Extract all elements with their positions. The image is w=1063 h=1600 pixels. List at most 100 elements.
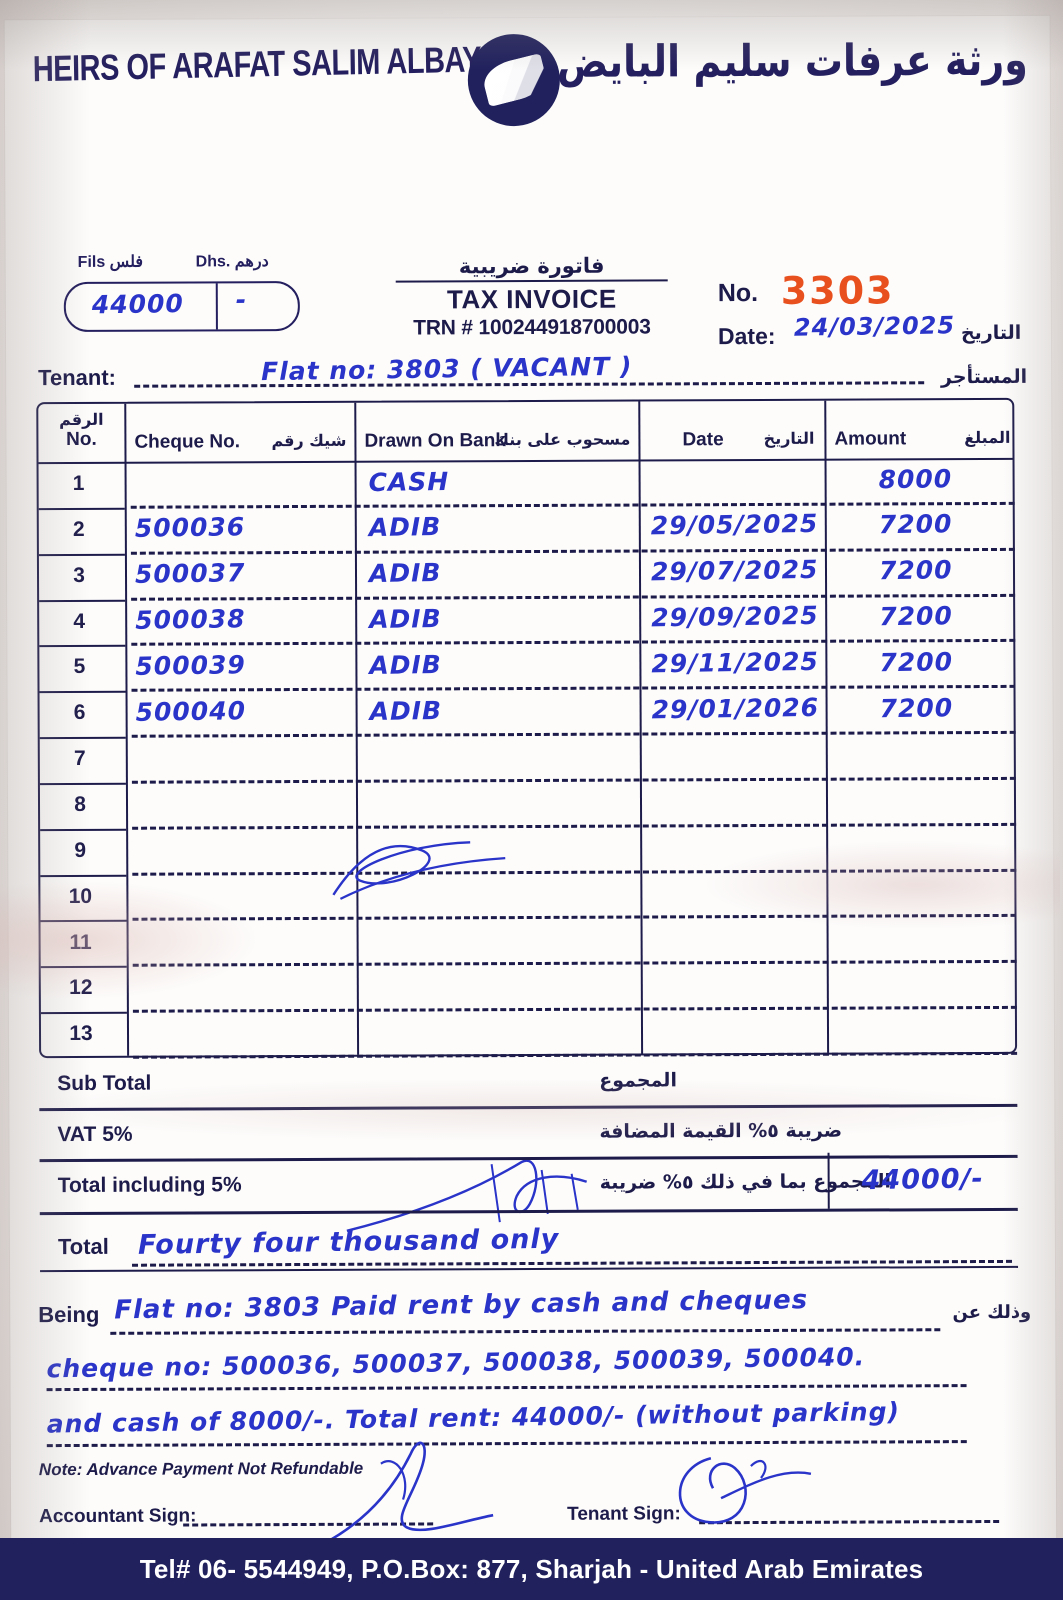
company-name-english: HEIRS OF ARAFAT SALIM ALBAYEDH xyxy=(32,38,542,91)
row-number-7: 7 xyxy=(73,747,86,771)
row-number-2: 2 xyxy=(72,517,85,541)
total-amount-in-words: Fourty four thousand only xyxy=(137,1223,560,1261)
cell-bank-row-1: CASH xyxy=(368,466,450,497)
total-value-divider xyxy=(827,1152,830,1209)
row-dotted-line xyxy=(132,960,1017,968)
header-amount: Amount المبلغ xyxy=(834,427,1011,450)
dhs-amount-handwritten: 44000 xyxy=(91,289,185,320)
row-dotted-line xyxy=(131,593,1016,601)
cell-cheque-no-row-4: 500038 xyxy=(134,604,246,635)
row-number-5: 5 xyxy=(73,655,86,679)
row-dotted-line xyxy=(131,776,1016,784)
row-number-9: 9 xyxy=(74,838,87,862)
cell-amount-row-2: 7200 xyxy=(878,509,953,540)
cell-date-row-3: 29/07/2025 xyxy=(650,555,819,587)
being-line-1: Flat no: 3803 Paid rent by cash and cheq… xyxy=(114,1285,809,1326)
row-separator xyxy=(40,966,127,969)
row-number-6: 6 xyxy=(73,701,86,725)
cell-date-row-2: 29/05/2025 xyxy=(650,509,819,541)
row-dotted-line xyxy=(132,1006,1017,1013)
company-name-arabic: ورثة عرفات سليم البايض xyxy=(556,34,1028,88)
cell-amount-row-5: 7200 xyxy=(879,647,954,678)
row-dotted-line xyxy=(132,914,1017,922)
tenant-sign-label: Tenant Sign: xyxy=(567,1503,681,1525)
row-dotted-line xyxy=(132,868,1017,876)
paper-sheet: HEIRS OF ARAFAT SALIM ALBAYEDH ورثة عرفا… xyxy=(4,15,1057,1587)
amount-box-labels: Dhs. درهم Fils فلس xyxy=(68,251,318,271)
company-logo-icon xyxy=(467,33,561,127)
table-column-divider xyxy=(638,401,644,1054)
header-cheque-no: Cheque No. شيك رقم xyxy=(134,430,347,453)
row-number-4: 4 xyxy=(73,609,86,633)
row-separator xyxy=(40,920,127,923)
dhs-label-ar: درهم xyxy=(234,253,269,271)
cell-cheque-no-row-5: 500039 xyxy=(135,650,246,681)
row-number-8: 8 xyxy=(74,792,86,816)
header-drawn-on-bank: Drawn On Bank مسحوب على بنك xyxy=(364,429,631,452)
cell-cheque-no-row-6: 500040 xyxy=(135,695,247,727)
refund-note: Note: Advance Payment Not Refundable xyxy=(38,1458,364,1480)
fils-label-en: Fils xyxy=(77,253,106,271)
being-line-2: cheque no: 500036, 500037, 500038, 50003… xyxy=(46,1342,866,1384)
tenant-sign-line xyxy=(699,1519,1000,1525)
row-number-3: 3 xyxy=(73,563,85,587)
cell-amount-row-4: 7200 xyxy=(878,601,954,632)
vat-row: VAT 5% ضريبة ٥% القيمة المضافة xyxy=(39,1103,1018,1160)
trn-number: TRN # 100244918700003 xyxy=(413,315,651,340)
row-separator xyxy=(38,507,125,510)
cell-amount-row-3: 7200 xyxy=(878,555,953,586)
cell-cheque-no-row-2: 500036 xyxy=(134,512,246,544)
tenant-label-arabic: المستأجر xyxy=(940,365,1028,389)
row-separator xyxy=(39,690,126,694)
table-column-divider xyxy=(124,403,130,1056)
cell-date-row-5: 29/11/2025 xyxy=(651,646,820,679)
invoice-date-label-arabic: التاريخ xyxy=(960,321,1022,345)
header-no: الرقم No. xyxy=(59,409,104,451)
row-number-10: 10 xyxy=(68,884,93,908)
being-dotted-line xyxy=(46,1384,967,1392)
row-separator xyxy=(40,1011,127,1015)
being-dotted-line xyxy=(110,1328,941,1335)
cell-bank-row-4: ADIB xyxy=(368,604,442,635)
footer-contact-bar: Tel# 06- 5544949, P.O.Box: 877, Sharjah … xyxy=(0,1538,1063,1600)
tax-invoice-title-english: TAX INVOICE xyxy=(446,283,617,315)
invoice-no-value: 3303 xyxy=(780,268,895,313)
row-separator xyxy=(39,645,126,648)
row-dotted-line xyxy=(132,822,1017,830)
row-number-13: 13 xyxy=(69,1022,93,1046)
document-header: HEIRS OF ARAFAT SALIM ALBAYEDH ورثة عرفا… xyxy=(5,16,1051,139)
invoice-date-label: Date: xyxy=(717,322,776,350)
sub-total-row: Sub Total المجموع xyxy=(57,1069,677,1096)
amount-capsule-box: 44000 - xyxy=(63,281,300,333)
row-separator xyxy=(40,874,127,877)
row-separator xyxy=(39,736,126,740)
being-label: Being xyxy=(38,1301,100,1328)
tenant-label: Tenant: xyxy=(38,364,117,391)
row-number-11: 11 xyxy=(69,930,92,954)
being-dotted-line xyxy=(46,1440,967,1448)
being-line-3: and cash of 8000/-. Total rent: 44000/- … xyxy=(46,1396,901,1439)
table-column-divider xyxy=(824,400,830,1053)
fils-label-ar: فلس xyxy=(109,253,144,271)
cheque-table: الرقم No. Cheque No. شيك رقم Drawn On Ba… xyxy=(36,397,1018,1232)
table-column-divider xyxy=(354,402,360,1055)
cell-cheque-no-row-3: 500037 xyxy=(134,558,246,590)
row-separator xyxy=(40,828,127,831)
table-header-row: الرقم No. Cheque No. شيك رقم Drawn On Ba… xyxy=(38,400,1013,465)
row-number-1: 1 xyxy=(72,472,85,496)
row-dotted-line xyxy=(130,547,1015,555)
row-dotted-line xyxy=(131,639,1016,647)
cell-amount-row-6: 7200 xyxy=(879,692,954,723)
row-dotted-line xyxy=(130,501,1015,509)
row-number-12: 12 xyxy=(69,976,93,1000)
cell-amount-row-1: 8000 xyxy=(878,463,953,494)
accountant-sign-label: Accountant Sign: xyxy=(39,1505,197,1528)
total-including-vat-value: 44000/- xyxy=(861,1163,984,1197)
header-date: Date التاريخ xyxy=(682,428,815,451)
total-label: Total xyxy=(57,1233,109,1260)
cell-bank-row-6: ADIB xyxy=(369,695,443,726)
tenant-value: Flat no: 3803 ( VACANT ) xyxy=(260,351,633,387)
title-rule xyxy=(395,279,668,283)
cell-bank-row-2: ADIB xyxy=(368,512,442,543)
